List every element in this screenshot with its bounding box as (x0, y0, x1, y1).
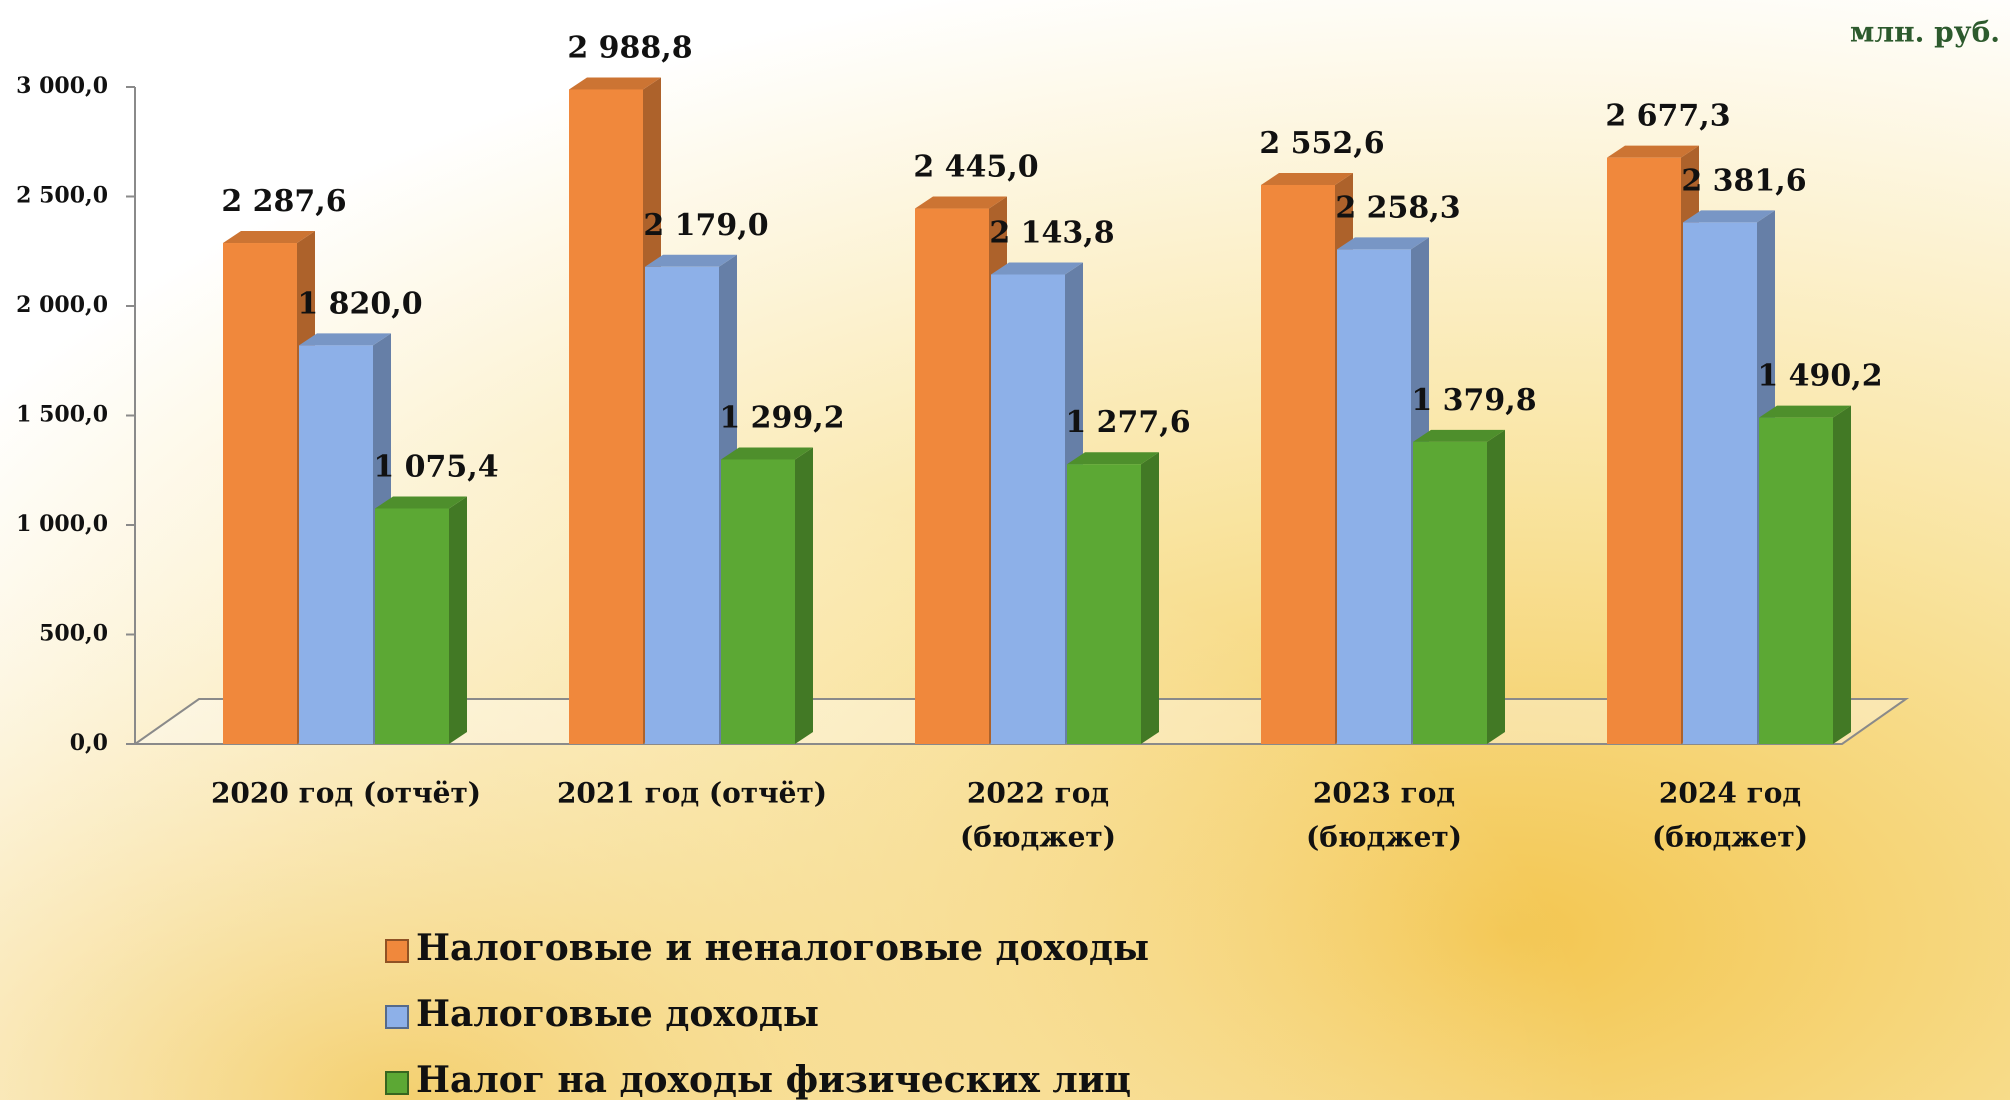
bar (569, 89, 643, 744)
bar (645, 266, 719, 744)
x-tick-label: (бюджет) (1306, 821, 1462, 854)
bar-top (1607, 145, 1699, 158)
value-label: 1 820,0 (297, 286, 422, 321)
bar-top (1067, 452, 1159, 465)
legend-swatch (385, 1071, 409, 1095)
bar-side (449, 496, 467, 744)
bar-top (1683, 210, 1775, 223)
bar (223, 243, 297, 744)
value-label: 2 445,0 (913, 150, 1038, 185)
bar-top (1759, 405, 1851, 418)
value-label: 1 379,8 (1411, 383, 1536, 418)
bar (1607, 157, 1681, 745)
value-label: 1 075,4 (373, 449, 498, 484)
bar (1683, 222, 1757, 745)
bar (1337, 249, 1411, 744)
value-label: 2 287,6 (221, 184, 346, 219)
bar-top (991, 262, 1083, 275)
bar-top (375, 496, 467, 509)
bar-top (645, 254, 737, 267)
legend-swatch (385, 1005, 409, 1029)
bar-top (915, 196, 1007, 209)
y-tick-label: 2 500,0 (16, 183, 108, 209)
bar-side (1141, 452, 1159, 744)
bar-top (1413, 429, 1505, 442)
bar (375, 508, 449, 744)
bar-side (795, 447, 813, 744)
x-tick-label: 2022 год (967, 777, 1109, 810)
unit-label: млн. руб. (1850, 16, 2000, 49)
bar-side (1487, 429, 1505, 744)
y-tick-label: 1 000,0 (16, 511, 108, 537)
value-label: 1 299,2 (719, 400, 844, 435)
value-label: 2 552,6 (1259, 126, 1384, 161)
value-label: 2 258,3 (1335, 190, 1460, 225)
bar-top (1337, 237, 1429, 250)
bar (1067, 464, 1141, 744)
x-tick-label: 2021 год (отчёт) (557, 777, 827, 810)
legend-label: Налоговые доходы (416, 993, 819, 1035)
value-label: 1 277,6 (1065, 405, 1190, 440)
value-label: 1 490,2 (1757, 359, 1882, 394)
legend-swatch (385, 939, 409, 963)
bar (1413, 441, 1487, 744)
bar-top (223, 231, 315, 244)
x-tick-label: 2020 год (отчёт) (211, 777, 481, 810)
y-tick-label: 1 500,0 (16, 402, 108, 428)
bar (915, 208, 989, 745)
x-tick-label: 2023 год (1313, 777, 1455, 810)
x-tick-label: (бюджет) (960, 821, 1116, 854)
value-label: 2 381,6 (1681, 163, 1806, 198)
legend-label: Налог на доходы физических лиц (416, 1059, 1131, 1100)
y-tick-label: 0,0 (70, 730, 108, 756)
bar-top (1261, 172, 1353, 185)
bar-side (1833, 405, 1851, 744)
bar (721, 459, 795, 744)
value-label: 2 988,8 (567, 30, 692, 65)
y-tick-label: 2 000,0 (16, 292, 108, 318)
bar-top (721, 447, 813, 460)
value-label: 2 143,8 (989, 216, 1114, 251)
bar (299, 345, 373, 744)
value-label: 2 677,3 (1605, 99, 1730, 134)
bar (1261, 184, 1335, 745)
bar-top (299, 333, 391, 346)
x-tick-label: (бюджет) (1652, 821, 1808, 854)
value-label: 2 179,0 (643, 208, 768, 243)
x-tick-label: 2024 год (1659, 777, 1801, 810)
legend-label: Налоговые и неналоговые доходы (416, 927, 1149, 969)
y-tick-label: 3 000,0 (16, 73, 108, 99)
bar (991, 274, 1065, 744)
bar-top (569, 77, 661, 90)
bar (1759, 417, 1833, 744)
y-tick-label: 500,0 (39, 621, 108, 647)
